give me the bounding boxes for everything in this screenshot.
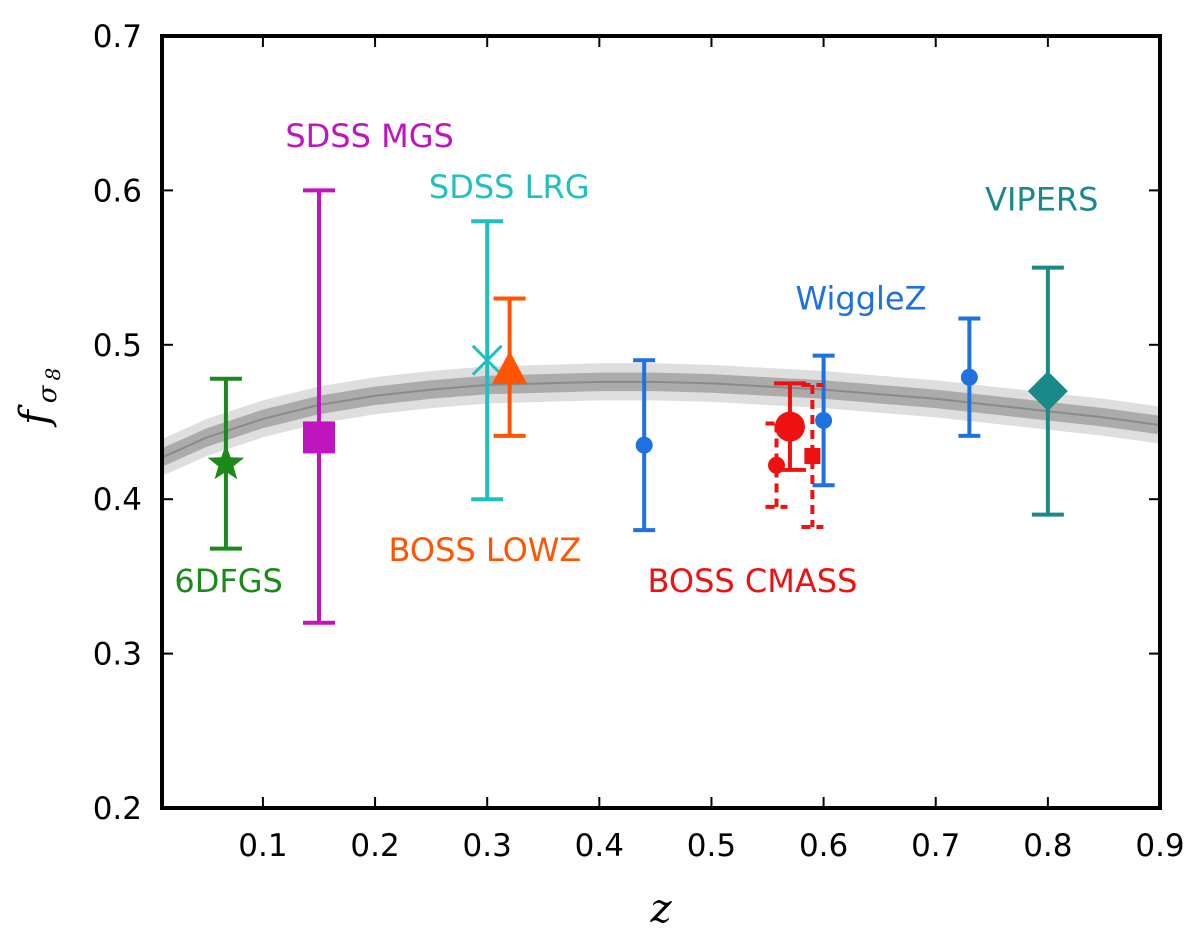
x-tick-label: 0.3 — [463, 828, 512, 864]
y-tick-label: 0.4 — [93, 482, 142, 518]
y-axis-label-sub: σ — [33, 384, 63, 403]
x-tick-label: 0.9 — [1135, 828, 1184, 864]
x-tick-labels: 0.1 0.2 0.3 0.4 0.5 0.6 0.7 0.8 0.9 — [238, 828, 1184, 864]
series-vipers — [1027, 265, 1068, 517]
marker-boss-lowz — [492, 351, 528, 384]
x-tick-label: 0.1 — [238, 828, 287, 864]
y-tick-label: 0.3 — [93, 637, 142, 673]
series-wigglez — [633, 316, 981, 533]
label-sdss-lrg: SDSS LRG — [429, 168, 590, 206]
marker-boss-cmass — [767, 456, 785, 474]
y-tick-label: 0.6 — [93, 173, 142, 209]
y-tick-label: 0.2 — [93, 791, 142, 827]
series-6dfgs — [207, 376, 245, 551]
y-axis-label: f σ 8 — [12, 368, 65, 428]
label-sdss-mgs: SDSS MGS — [285, 117, 453, 155]
label-vipers: VIPERS — [985, 180, 1098, 218]
survey-labels: SDSS MGS SDSS LRG VIPERS WiggleZ 6DFGS BOSS L… — [174, 117, 1098, 600]
marker-sdss-lrg — [471, 344, 503, 376]
label-boss-cmass: BOSS CMASS — [648, 562, 858, 600]
marker-wigglez — [815, 411, 833, 429]
marker-boss-cmass — [774, 411, 805, 442]
y-tick-label: 0.5 — [93, 328, 142, 364]
y-axis-label-subsub: 8 — [41, 368, 65, 381]
plot-frame — [160, 34, 1162, 810]
x-tick-label: 0.2 — [350, 828, 399, 864]
y-tick-label: 0.7 — [93, 19, 142, 55]
series-sdss-mgs — [302, 188, 335, 625]
x-tick-label: 0.8 — [1023, 828, 1072, 864]
series-boss-lowz — [492, 296, 528, 438]
x-tick-label: 0.7 — [911, 828, 960, 864]
data-points — [207, 188, 1068, 625]
marker-vipers — [1027, 371, 1068, 412]
y-tick-labels: 0.2 0.3 0.4 0.5 0.6 0.7 — [93, 19, 142, 827]
series-sdss-lrg — [471, 219, 504, 502]
label-wigglez: WiggleZ — [796, 279, 927, 317]
x-tick-label: 0.5 — [687, 828, 736, 864]
x-axis-label: z — [649, 886, 672, 932]
x-tick-label: 0.6 — [799, 828, 848, 864]
marker-boss-cmass — [804, 447, 821, 464]
x-tick-label: 0.4 — [575, 828, 624, 864]
marker-sdss-mgs — [302, 421, 335, 454]
series-boss-cmass — [765, 381, 824, 529]
marker-wigglez — [960, 368, 978, 386]
label-6dfgs: 6DFGS — [174, 562, 283, 600]
marker-6dfgs — [207, 444, 245, 480]
label-boss-lowz: BOSS LOWZ — [389, 531, 582, 569]
marker-wigglez — [635, 436, 653, 454]
